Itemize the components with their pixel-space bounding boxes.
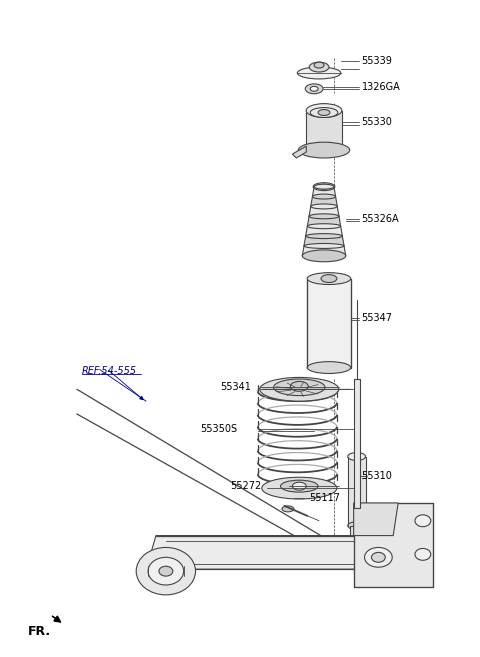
Ellipse shape <box>309 214 339 219</box>
Polygon shape <box>350 526 363 547</box>
Text: 55330: 55330 <box>361 118 393 127</box>
Text: 1326GA: 1326GA <box>361 82 400 92</box>
Ellipse shape <box>346 545 368 560</box>
Ellipse shape <box>314 62 324 68</box>
Text: 55350S: 55350S <box>201 424 238 434</box>
Polygon shape <box>307 279 351 367</box>
Text: 55310: 55310 <box>361 471 393 482</box>
Ellipse shape <box>159 566 173 576</box>
Ellipse shape <box>415 515 431 527</box>
Ellipse shape <box>352 549 361 556</box>
Ellipse shape <box>302 250 346 261</box>
Ellipse shape <box>274 379 325 396</box>
Ellipse shape <box>318 110 330 116</box>
Ellipse shape <box>319 184 329 189</box>
Ellipse shape <box>307 224 341 229</box>
Ellipse shape <box>292 482 306 490</box>
Ellipse shape <box>307 273 351 284</box>
Ellipse shape <box>348 453 366 461</box>
Polygon shape <box>309 206 339 216</box>
Ellipse shape <box>372 553 385 562</box>
Polygon shape <box>302 246 346 256</box>
Ellipse shape <box>307 361 351 373</box>
Ellipse shape <box>290 381 308 392</box>
Ellipse shape <box>372 520 385 530</box>
Polygon shape <box>304 236 344 246</box>
Ellipse shape <box>306 104 342 118</box>
Ellipse shape <box>364 547 392 567</box>
Polygon shape <box>348 457 366 526</box>
Ellipse shape <box>364 515 392 535</box>
Text: 55341: 55341 <box>220 382 251 392</box>
Ellipse shape <box>313 183 335 191</box>
Ellipse shape <box>305 84 323 94</box>
Ellipse shape <box>280 480 318 492</box>
Polygon shape <box>306 226 342 236</box>
Polygon shape <box>307 216 341 226</box>
Polygon shape <box>312 187 336 196</box>
Polygon shape <box>311 196 337 206</box>
Ellipse shape <box>310 86 318 91</box>
Ellipse shape <box>348 522 366 530</box>
Ellipse shape <box>306 234 342 238</box>
Ellipse shape <box>304 244 344 248</box>
Ellipse shape <box>262 477 337 499</box>
Ellipse shape <box>282 506 294 512</box>
Ellipse shape <box>298 142 350 158</box>
Text: 55347: 55347 <box>361 313 393 323</box>
Ellipse shape <box>136 547 195 595</box>
Ellipse shape <box>310 108 338 118</box>
Polygon shape <box>354 503 433 587</box>
Polygon shape <box>292 146 306 158</box>
Text: FR.: FR. <box>27 625 50 638</box>
Ellipse shape <box>260 377 339 401</box>
Ellipse shape <box>309 62 329 72</box>
Text: 55272: 55272 <box>230 481 262 491</box>
Ellipse shape <box>415 549 431 560</box>
Text: 55339: 55339 <box>361 56 393 66</box>
Text: 55326A: 55326A <box>361 214 399 224</box>
Polygon shape <box>354 379 360 508</box>
Text: REF.54-555: REF.54-555 <box>82 367 137 376</box>
Polygon shape <box>354 503 398 535</box>
Ellipse shape <box>311 204 337 209</box>
Text: 55117: 55117 <box>309 493 340 503</box>
Ellipse shape <box>321 275 337 283</box>
Ellipse shape <box>312 194 336 199</box>
Ellipse shape <box>297 67 341 79</box>
Polygon shape <box>146 535 384 569</box>
Ellipse shape <box>148 557 184 585</box>
Polygon shape <box>306 110 342 150</box>
Ellipse shape <box>314 184 334 189</box>
